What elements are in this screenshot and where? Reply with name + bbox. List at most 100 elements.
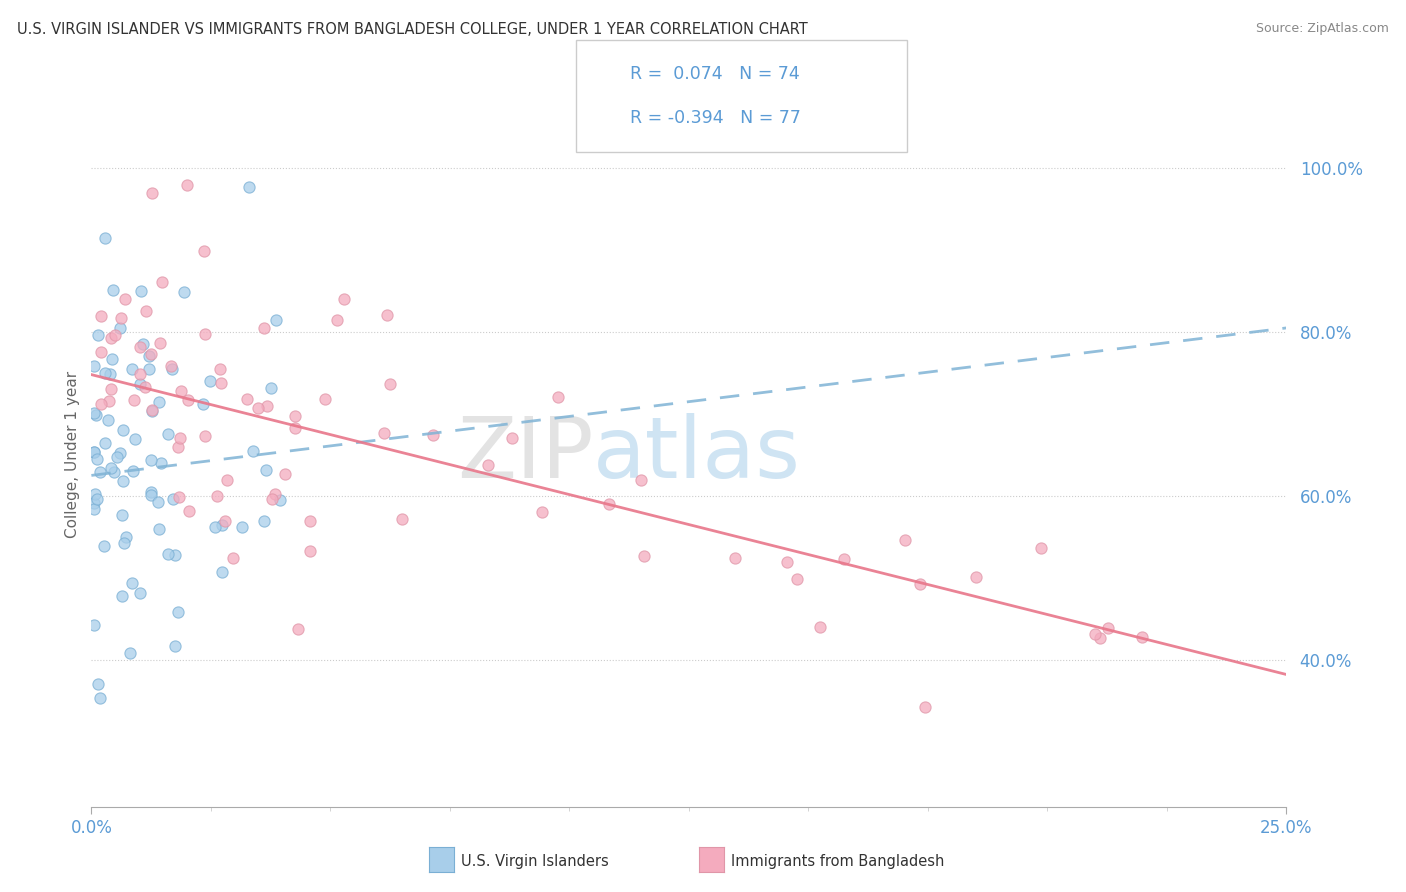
Point	[1097, 621, 1119, 635]
Point	[103, 465, 125, 479]
Point	[910, 577, 932, 591]
Point	[373, 425, 395, 440]
Point	[209, 376, 232, 390]
Point	[111, 589, 134, 603]
Point	[209, 361, 232, 376]
Point	[131, 285, 153, 299]
Point	[134, 380, 156, 394]
Point	[253, 320, 276, 334]
Point	[141, 404, 163, 418]
Point	[87, 327, 110, 342]
Point	[110, 508, 132, 523]
Point	[211, 518, 233, 533]
Point	[110, 446, 132, 460]
Point	[531, 505, 554, 519]
Point	[221, 551, 243, 566]
Point	[110, 310, 132, 325]
Point	[1084, 627, 1107, 641]
Point	[167, 440, 190, 454]
Point	[93, 539, 115, 553]
Point	[97, 393, 120, 408]
Point	[242, 444, 264, 458]
Point	[177, 392, 200, 407]
Point	[633, 549, 655, 563]
Point	[114, 292, 136, 306]
Text: R = -0.394   N = 77: R = -0.394 N = 77	[630, 109, 801, 127]
Point	[112, 536, 135, 550]
Point	[298, 514, 321, 528]
Point	[284, 421, 307, 435]
Point	[112, 474, 135, 488]
Text: R =  0.074   N = 74: R = 0.074 N = 74	[630, 65, 800, 83]
Point	[100, 382, 122, 396]
Point	[94, 435, 117, 450]
Point	[160, 359, 183, 373]
Point	[83, 445, 105, 459]
Point	[100, 331, 122, 345]
Y-axis label: College, Under 1 year: College, Under 1 year	[65, 371, 80, 539]
Point	[139, 488, 162, 502]
Point	[163, 639, 186, 653]
Point	[148, 522, 170, 536]
Point	[284, 409, 307, 423]
Point	[259, 381, 281, 395]
Point	[238, 180, 260, 194]
Point	[129, 367, 152, 381]
Point	[167, 491, 190, 505]
Point	[786, 572, 808, 586]
Point	[236, 392, 259, 406]
Point	[254, 463, 277, 477]
Point	[179, 503, 201, 517]
Point	[214, 515, 236, 529]
Point	[139, 453, 162, 467]
Point	[100, 461, 122, 475]
Point	[115, 530, 138, 544]
Point	[173, 285, 195, 300]
Point	[93, 230, 115, 244]
Point	[264, 487, 287, 501]
Point	[129, 340, 152, 354]
Point	[90, 345, 112, 359]
Point	[83, 618, 105, 632]
Point	[894, 533, 917, 547]
Point	[914, 700, 936, 714]
Text: Immigrants from Bangladesh: Immigrants from Bangladesh	[731, 855, 945, 869]
Point	[724, 550, 747, 565]
Point	[1088, 631, 1111, 645]
Point	[90, 310, 112, 324]
Point	[120, 646, 142, 660]
Point	[139, 347, 162, 361]
Point	[215, 473, 238, 487]
Point	[90, 397, 112, 411]
Point	[191, 397, 214, 411]
Point	[378, 376, 401, 391]
Point	[138, 349, 160, 363]
Point	[375, 308, 398, 322]
Point	[86, 492, 108, 507]
Point	[834, 552, 856, 566]
Point	[150, 275, 173, 289]
Point	[598, 497, 620, 511]
Text: U.S. Virgin Islanders: U.S. Virgin Islanders	[461, 855, 609, 869]
Point	[1130, 630, 1153, 644]
Point	[264, 313, 287, 327]
Point	[193, 244, 215, 258]
Point	[260, 491, 283, 506]
Point	[965, 570, 987, 584]
Point	[86, 452, 108, 467]
Point	[103, 283, 125, 297]
Point	[108, 321, 131, 335]
Point	[86, 677, 108, 691]
Point	[135, 303, 157, 318]
Point	[83, 445, 105, 459]
Point	[333, 292, 356, 306]
Point	[111, 423, 134, 437]
Point	[160, 362, 183, 376]
Point	[129, 586, 152, 600]
Point	[422, 427, 444, 442]
Point	[141, 186, 163, 200]
Point	[194, 327, 217, 342]
Point	[138, 362, 160, 376]
Point	[149, 335, 172, 350]
Point	[775, 555, 797, 569]
